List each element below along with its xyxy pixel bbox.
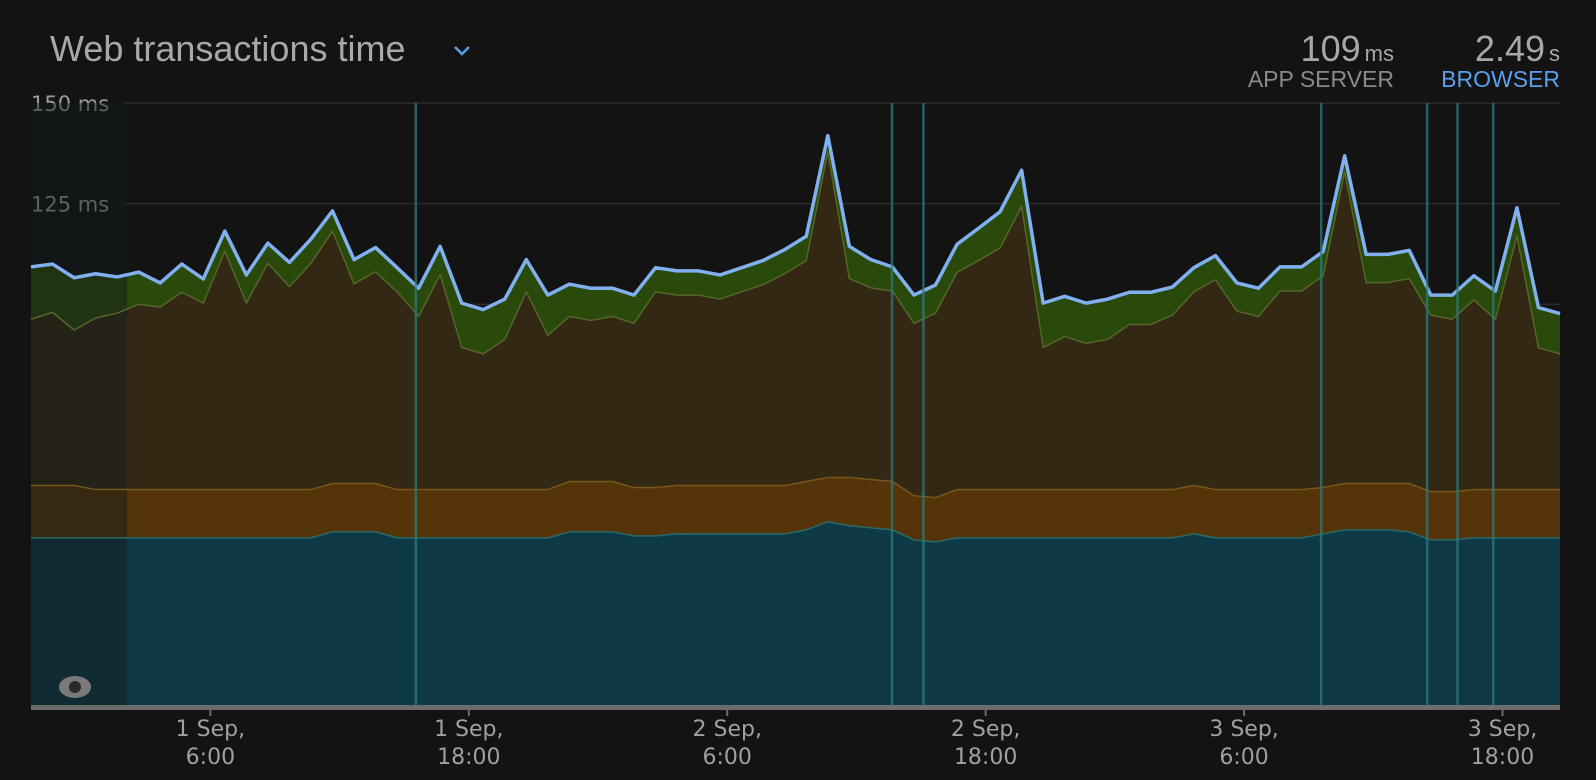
x-tick-label: 1 Sep, 18:00 [434, 717, 504, 770]
stat-value: 109 [1300, 28, 1361, 69]
area-edge [31, 476, 1560, 499]
stat-value: 2.49 [1474, 28, 1545, 69]
app-server-stat: 109 ms APP SERVER [1248, 28, 1394, 93]
x-tick-label: 3 Sep, 18:00 [1467, 717, 1538, 770]
total-line [30, 133, 1561, 316]
stat-unit: s [1549, 41, 1560, 66]
visibility-toggle[interactable] [59, 676, 91, 698]
dropdown-chevron[interactable] [452, 44, 472, 58]
y-tick-label: 125 ms [31, 193, 109, 217]
chart-title: Web transactions time [50, 28, 406, 69]
x-tick-label: 2 Sep, 6:00 [692, 717, 762, 770]
area [31, 151, 1560, 498]
faded-region [31, 103, 127, 707]
area [31, 477, 1560, 542]
x-tick-label: 2 Sep, 18:00 [950, 717, 1021, 770]
stat-label[interactable]: APP SERVER [1247, 66, 1394, 92]
x-tick-label: 3 Sep, 6:00 [1209, 717, 1279, 770]
area-edge [31, 521, 1560, 543]
eye-pupil [69, 681, 81, 693]
browser-stat: 2.49 s BROWSER [1441, 28, 1560, 93]
area-edge [30, 150, 1561, 355]
x-tick-label: 1 Sep, 6:00 [175, 717, 246, 770]
stat-label[interactable]: BROWSER [1441, 66, 1560, 92]
x-axis [31, 705, 1560, 710]
y-tick-label: 150 ms [31, 92, 109, 116]
stat-unit: ms [1364, 41, 1394, 66]
area [31, 521, 1560, 707]
